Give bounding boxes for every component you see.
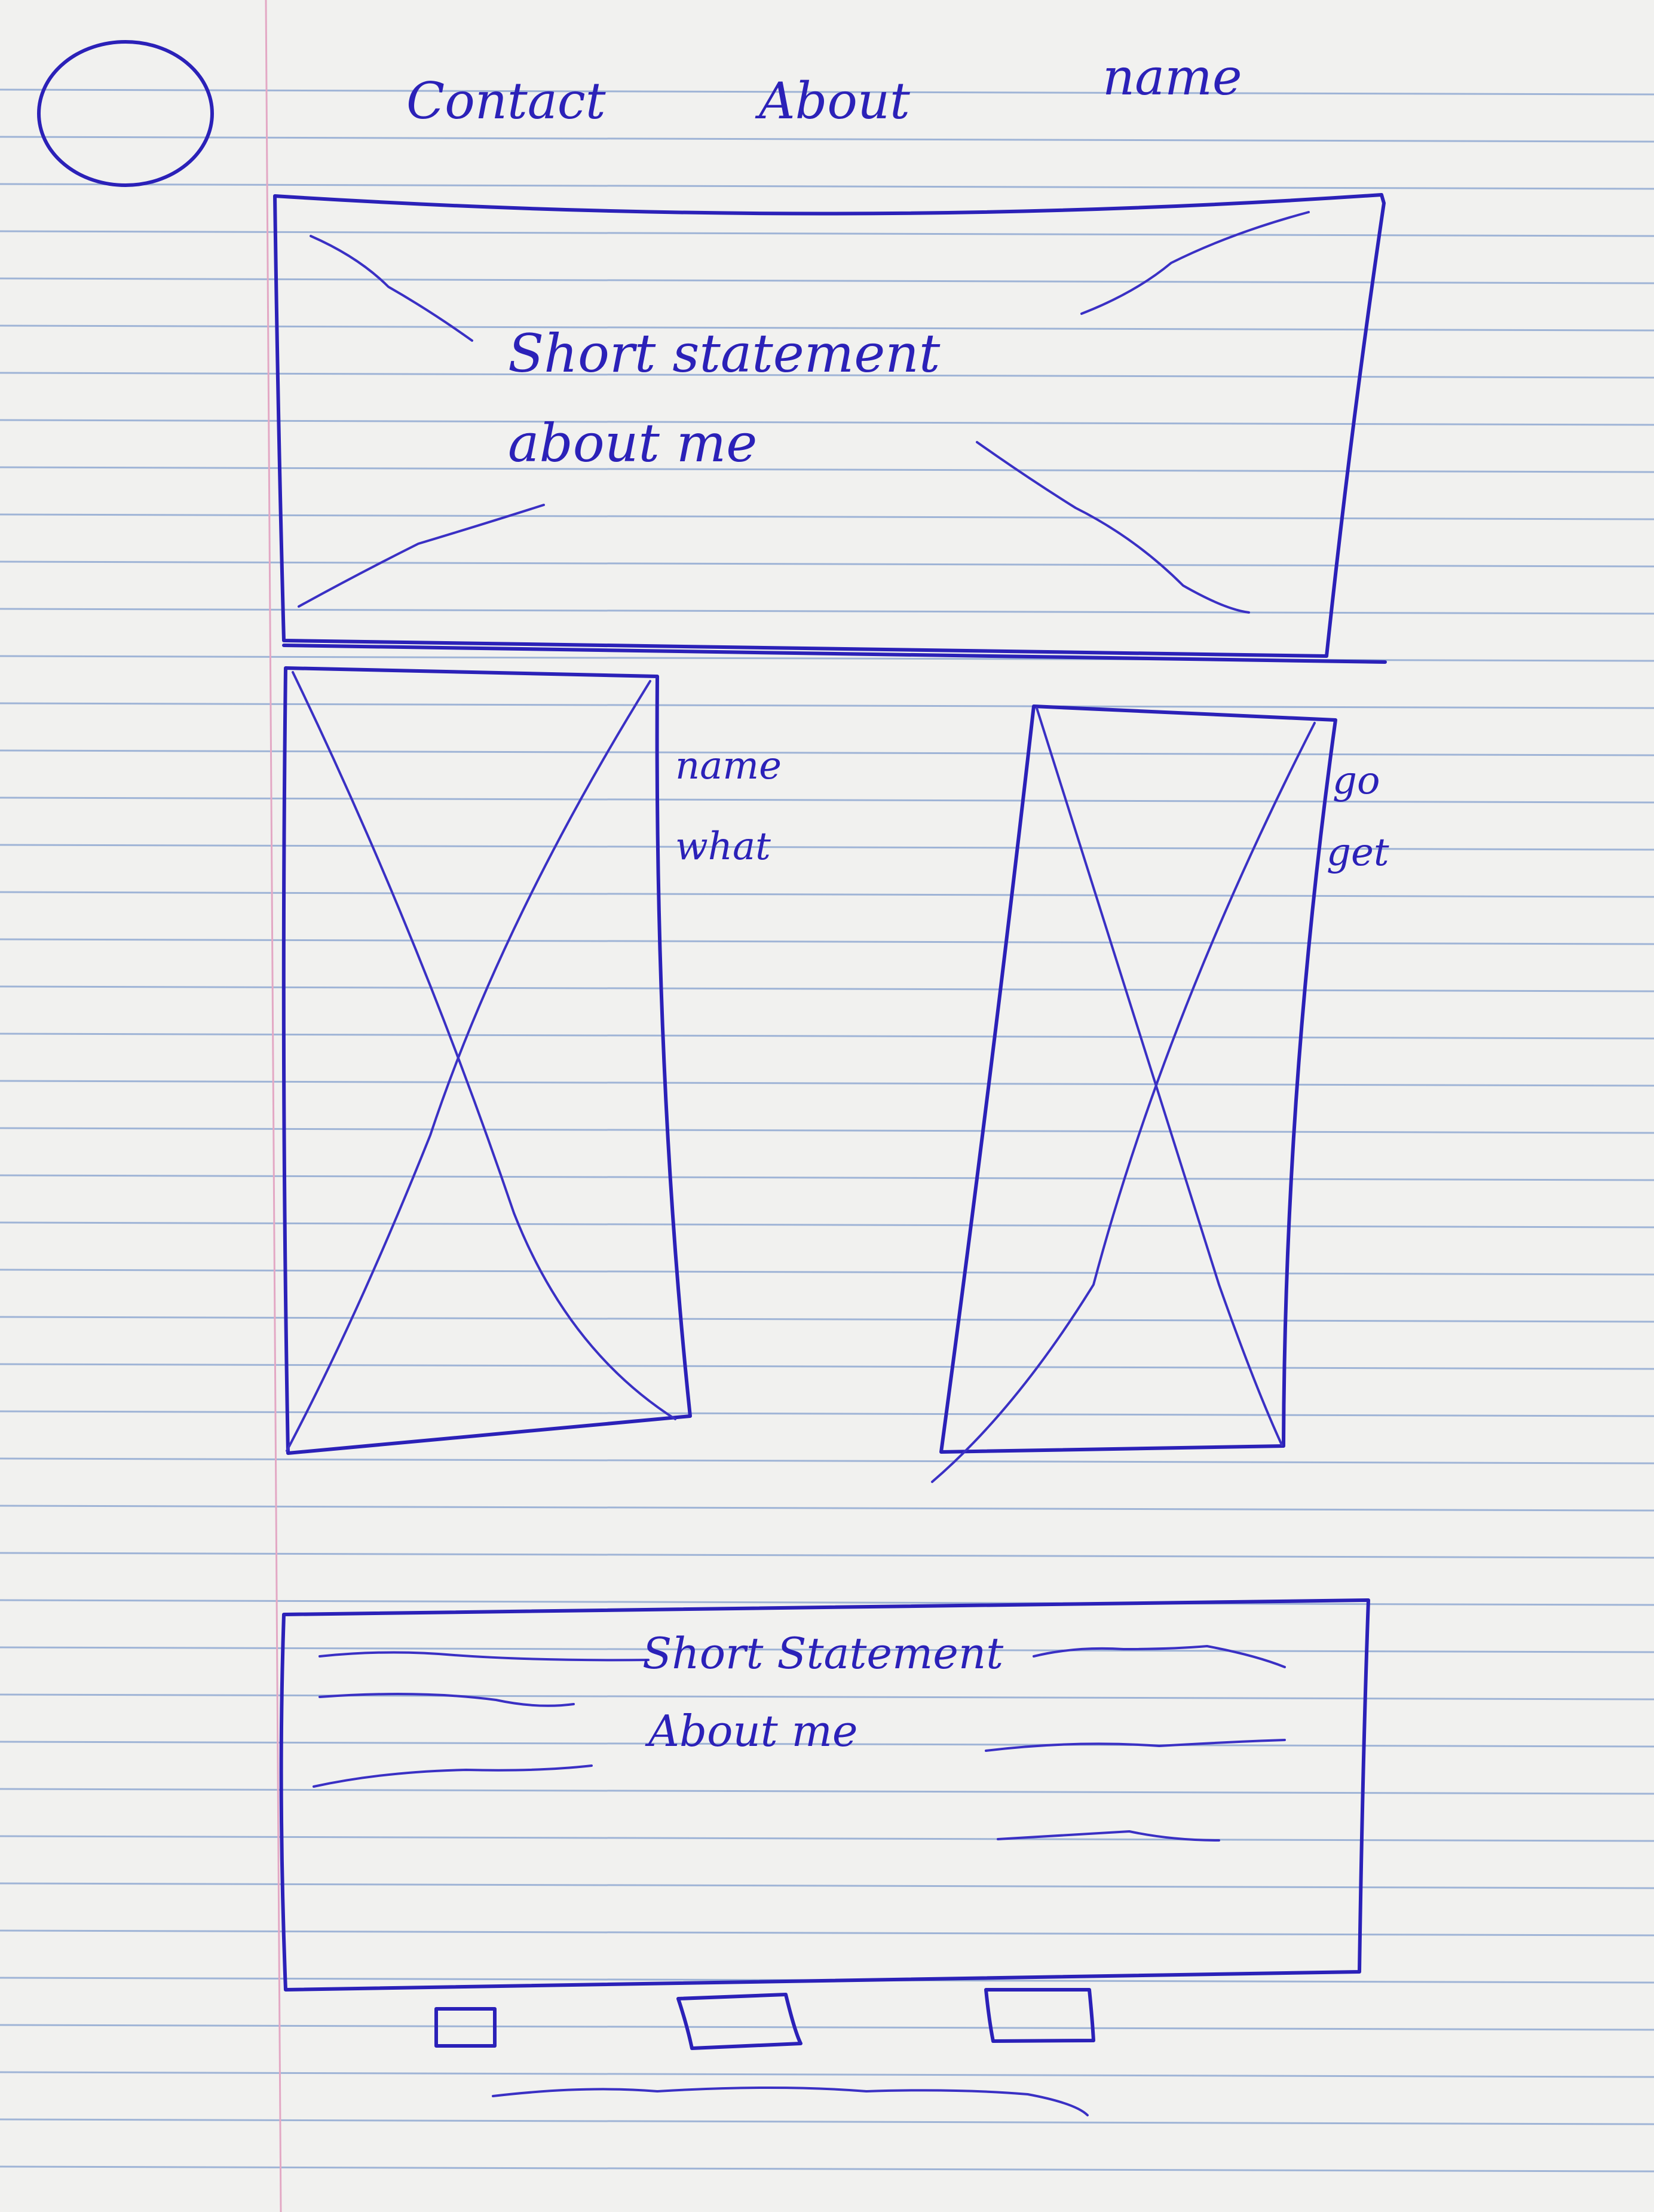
ruled-line <box>0 1646 1654 1653</box>
nav-about[interactable]: About <box>759 72 910 130</box>
ruled-line <box>0 419 1654 426</box>
about-statement-line1: Short Statement <box>642 1628 1004 1678</box>
ruled-line <box>0 560 1654 568</box>
ruled-line <box>0 655 1654 662</box>
ruled-line <box>0 1741 1654 1748</box>
ruled-line <box>0 891 1654 898</box>
card-image-placeholder[interactable] <box>931 704 1337 1483</box>
logo-circle[interactable] <box>37 40 214 187</box>
ruled-line <box>0 985 1654 992</box>
ruled-line <box>0 1174 1654 1181</box>
hero-banner <box>273 193 1387 664</box>
ruled-line <box>0 2118 1654 2125</box>
ruled-line <box>0 702 1654 709</box>
ruled-line <box>0 183 1654 190</box>
hero-statement-line1: Short statement <box>508 323 941 384</box>
social-icon[interactable] <box>984 1988 1095 2043</box>
margin-line <box>265 0 282 2212</box>
about-section <box>279 1598 1370 1992</box>
footer-social-icons <box>434 1988 1095 2116</box>
ruled-line <box>0 372 1654 379</box>
nav-contact[interactable]: Contact <box>406 72 606 130</box>
ruled-line <box>0 844 1654 851</box>
ruled-line <box>0 1929 1654 1937</box>
ruled-line <box>0 938 1654 945</box>
ruled-line <box>0 2165 1654 2173</box>
ruled-line <box>0 1269 1654 1276</box>
hero-statement-line2: about me <box>508 412 758 474</box>
card-what-label: what <box>675 825 771 869</box>
ruled-line <box>0 1835 1654 1842</box>
ruled-line <box>0 136 1654 143</box>
ruled-line <box>0 513 1654 520</box>
ruled-line <box>0 88 1654 96</box>
social-icon[interactable] <box>676 1993 803 2050</box>
ruled-line <box>0 608 1654 615</box>
ruled-line <box>0 1599 1654 1606</box>
nav-name[interactable]: name <box>1102 48 1242 106</box>
ruled-line <box>0 1221 1654 1228</box>
card-image-placeholder[interactable] <box>281 666 692 1455</box>
card-name-label: name <box>675 744 782 788</box>
ruled-line <box>0 2024 1654 2031</box>
card-get-label: get <box>1327 831 1389 875</box>
card-go-label: go <box>1333 759 1380 803</box>
social-icon[interactable] <box>434 2007 497 2048</box>
ruled-line <box>0 466 1654 473</box>
ruled-line <box>0 1080 1654 1087</box>
ruled-line <box>0 1788 1654 1795</box>
ruled-line <box>0 796 1654 804</box>
ruled-line <box>0 749 1654 756</box>
ruled-line <box>0 1693 1654 1701</box>
ruled-line <box>0 1127 1654 1134</box>
footer-text-scribble <box>492 2087 1089 2116</box>
ruled-line <box>0 1882 1654 1889</box>
ruled-line <box>0 1033 1654 1040</box>
ruled-line <box>0 2071 1654 2078</box>
about-statement-line2: About me <box>648 1706 858 1756</box>
